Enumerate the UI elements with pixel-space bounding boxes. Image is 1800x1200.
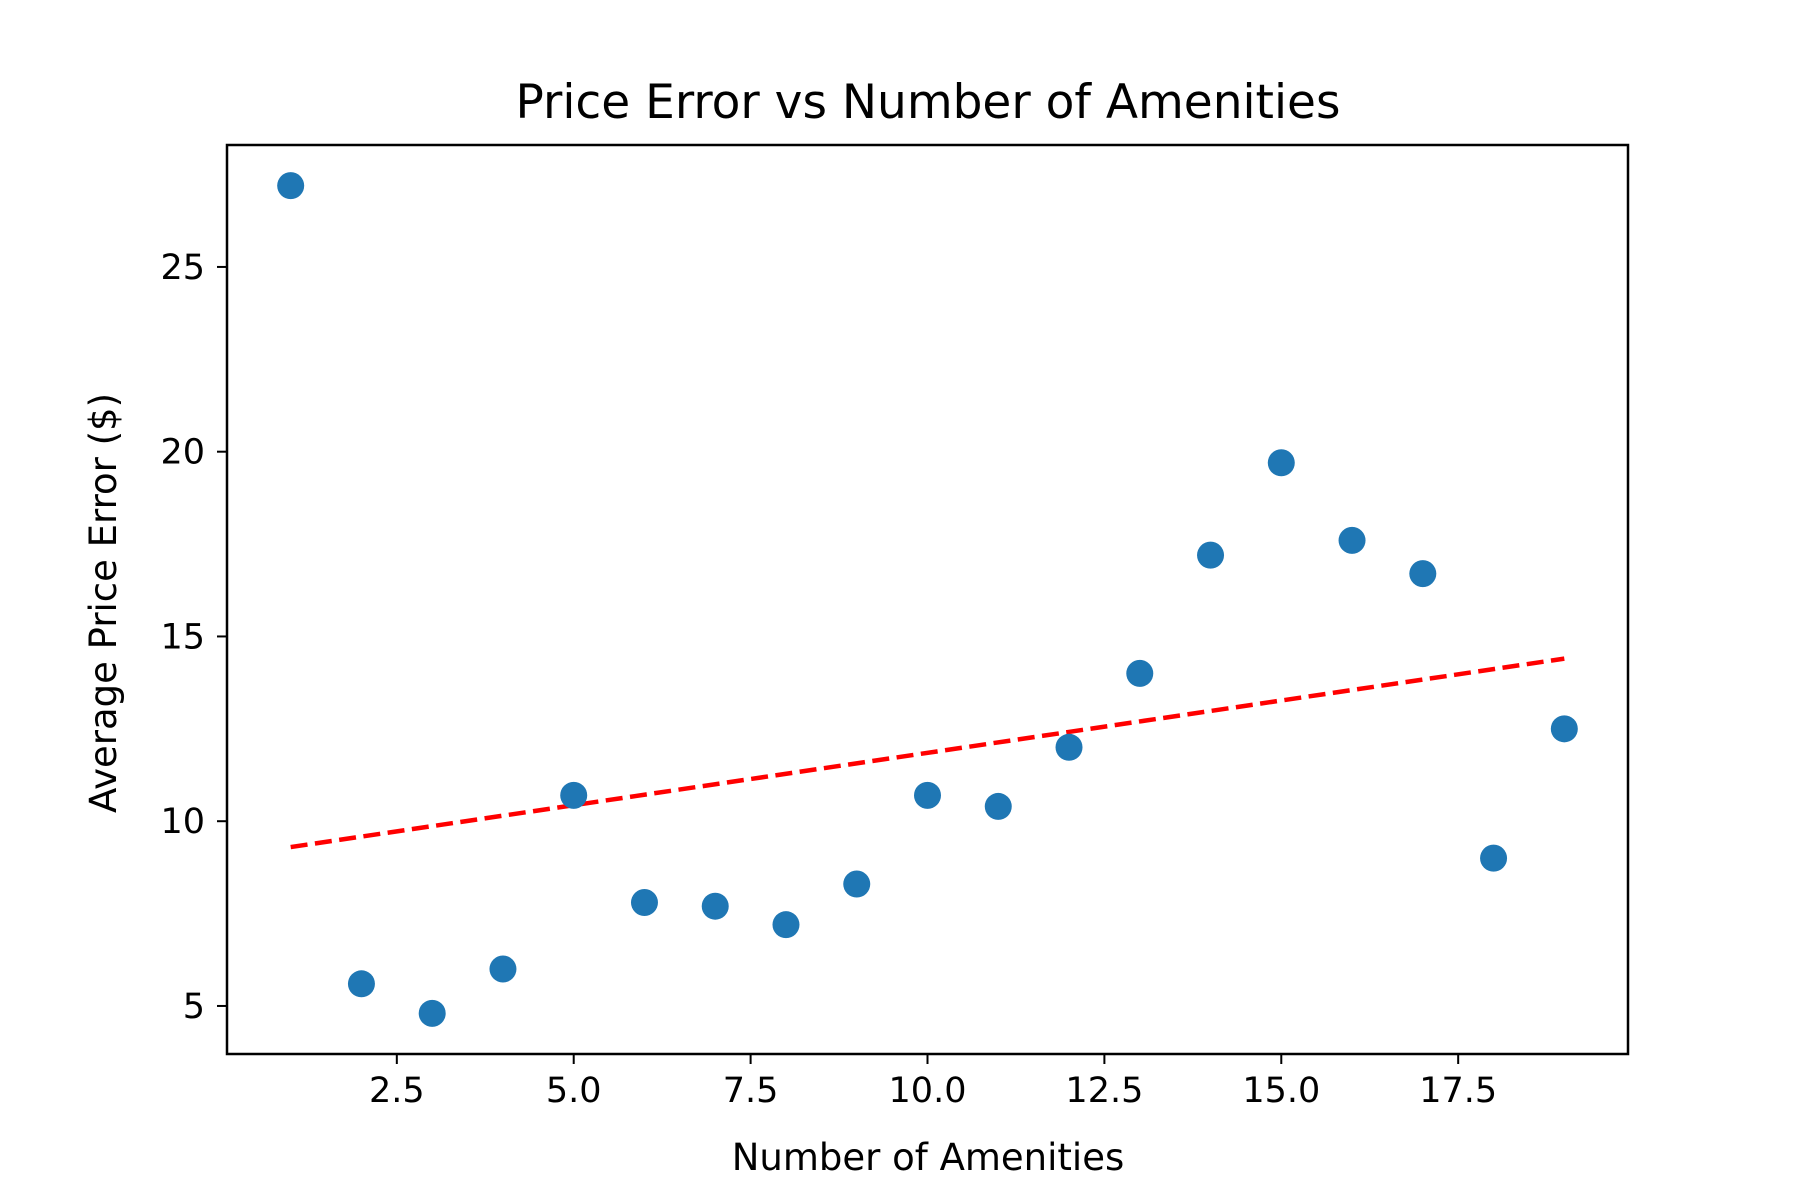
data-point — [630, 889, 658, 916]
y-tick-label: 20 — [160, 433, 205, 473]
x-tick-label: 12.5 — [1065, 1071, 1143, 1111]
x-tick-label: 17.5 — [1419, 1071, 1497, 1111]
y-tick-label: 10 — [160, 802, 205, 842]
y-tick-label: 25 — [160, 248, 205, 288]
x-tick-label: 5.0 — [546, 1071, 602, 1111]
data-point — [277, 172, 305, 200]
data-point — [418, 999, 446, 1027]
y-tick-label: 5 — [183, 987, 205, 1027]
data-point — [701, 892, 729, 920]
trend-line-layer — [290, 656, 1565, 850]
data-point — [1480, 844, 1508, 872]
y-tick-label: 15 — [160, 617, 205, 657]
data-point — [489, 955, 517, 983]
data-point — [1055, 733, 1083, 761]
data-point — [1197, 541, 1225, 569]
x-tick-label: 7.5 — [723, 1071, 779, 1111]
data-point — [843, 870, 871, 898]
data-point — [1409, 560, 1437, 588]
x-tick-label: 2.5 — [369, 1071, 425, 1111]
y-axis: 5 10 15 20 25 — [160, 248, 227, 1027]
data-point — [914, 781, 941, 809]
trend-line — [290, 656, 1565, 850]
x-axis-label: Number of Amenities — [732, 1136, 1125, 1179]
points-layer — [277, 172, 1578, 1027]
data-point — [347, 970, 375, 998]
data-point — [1338, 526, 1366, 554]
x-tick-label: 15.0 — [1242, 1071, 1320, 1111]
x-axis: 2.5 5.0 7.5 10.0 12.5 15.0 17.5 — [369, 1054, 1497, 1111]
x-tick-label: 10.0 — [889, 1071, 967, 1111]
data-point — [1267, 449, 1295, 477]
data-point — [1550, 715, 1578, 743]
data-point — [772, 911, 800, 939]
y-axis-label: Average Price Error ($) — [82, 393, 125, 813]
data-point — [1126, 659, 1154, 687]
data-point — [984, 792, 1012, 820]
chart-title: Price Error vs Number of Amenities — [516, 75, 1341, 130]
data-point — [560, 781, 588, 809]
